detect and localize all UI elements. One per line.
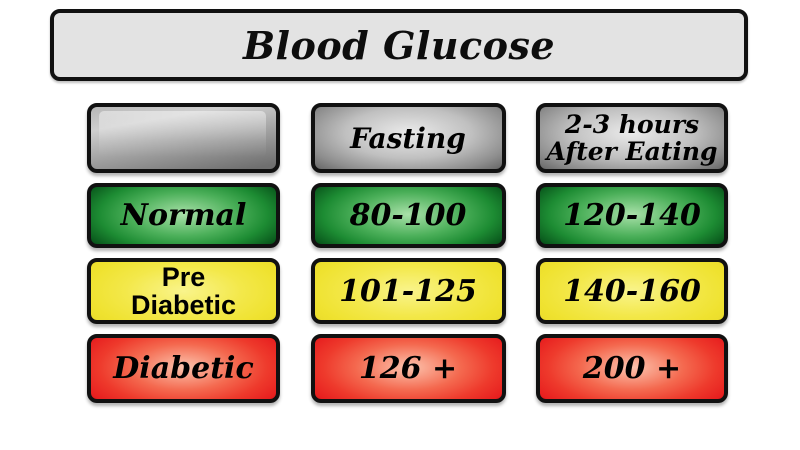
- normal-fasting-cell: 80-100: [310, 183, 506, 248]
- normal-after-eating-value: 120-140: [563, 198, 701, 233]
- prediabetic-fasting-value: 101-125: [339, 273, 477, 309]
- header-after-eating-line1: 2-3 hours: [564, 110, 700, 139]
- title-banner: Blood Glucose: [50, 9, 748, 81]
- prediabetic-label-line1: Pre: [161, 261, 206, 292]
- prediabetic-label-cell: Pre Diabetic: [87, 258, 280, 324]
- prediabetic-after-eating-value: 140-160: [563, 273, 701, 309]
- diabetic-label-cell: Diabetic: [87, 334, 280, 403]
- header-fasting-label: Fasting: [350, 121, 466, 155]
- header-after-eating-line2: After Eating: [546, 137, 718, 166]
- diabetic-after-eating-cell: 200 +: [536, 334, 728, 403]
- prediabetic-label-line2: Diabetic: [130, 290, 237, 320]
- normal-label: Normal: [120, 198, 247, 233]
- diabetic-label: Diabetic: [113, 351, 254, 386]
- header-fasting-cell: Fasting: [310, 103, 506, 173]
- normal-after-eating-cell: 120-140: [536, 183, 728, 248]
- prediabetic-fasting-cell: 101-125: [310, 258, 506, 324]
- glucose-table: Fasting 2-3 hours After Eating Normal 80…: [87, 103, 728, 403]
- page-title: Blood Glucose: [242, 22, 556, 68]
- diabetic-after-eating-value: 200 +: [582, 351, 682, 386]
- normal-label-cell: Normal: [87, 183, 280, 248]
- diabetic-fasting-cell: 126 +: [310, 334, 506, 403]
- diabetic-fasting-value: 126 +: [358, 351, 458, 386]
- header-blank-cell: [87, 103, 280, 173]
- normal-fasting-value: 80-100: [349, 198, 467, 233]
- header-after-eating-cell: 2-3 hours After Eating: [536, 103, 728, 173]
- prediabetic-after-eating-cell: 140-160: [536, 258, 728, 324]
